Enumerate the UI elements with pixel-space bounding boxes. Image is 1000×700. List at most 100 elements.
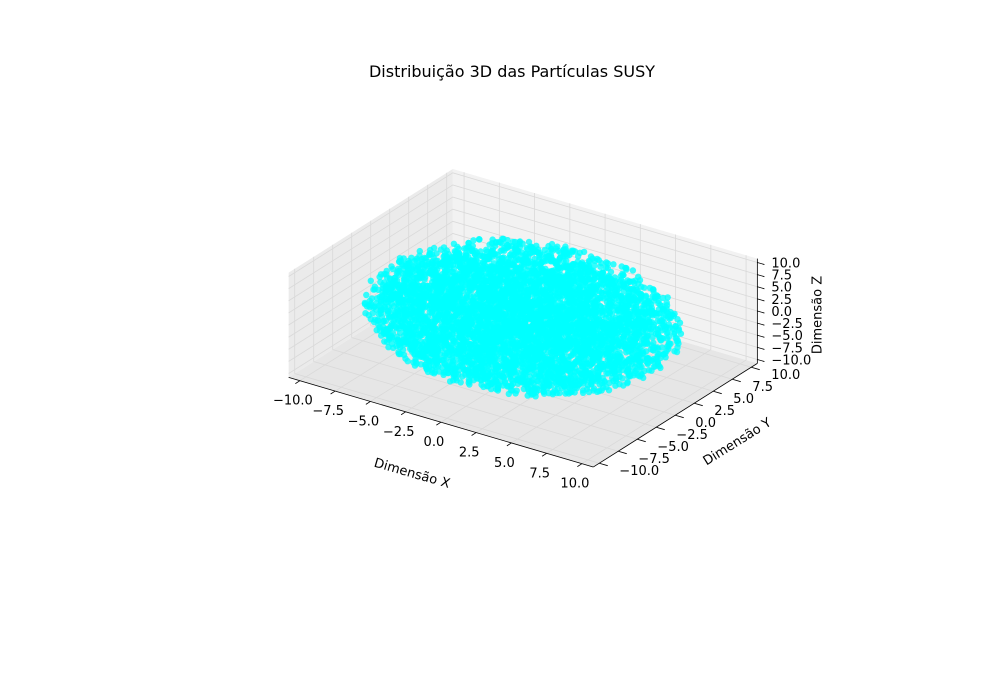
data-point <box>443 272 450 279</box>
data-point <box>467 372 474 379</box>
data-point <box>591 293 599 300</box>
data-point <box>651 293 658 301</box>
data-point <box>569 273 576 280</box>
data-point <box>560 252 567 260</box>
grid-line-z <box>288 184 758 289</box>
data-point <box>556 266 564 274</box>
data-point <box>629 322 636 329</box>
data-point <box>648 307 656 314</box>
data-point <box>461 254 469 262</box>
data-point <box>470 279 477 287</box>
data-point <box>584 329 591 336</box>
data-point <box>410 331 417 338</box>
data-point <box>495 345 502 352</box>
data-point <box>428 293 435 300</box>
data-point <box>449 316 456 323</box>
data-point <box>559 314 566 322</box>
data-point <box>458 299 465 306</box>
data-point <box>503 282 511 290</box>
data-point <box>584 382 592 389</box>
data-point <box>551 345 558 352</box>
data-point <box>634 355 642 363</box>
data-point <box>606 347 613 354</box>
data-point <box>475 264 482 272</box>
data-point <box>481 311 488 318</box>
data-point <box>432 326 440 334</box>
grid-line-x <box>546 244 712 454</box>
data-point <box>514 296 521 303</box>
data-point <box>576 249 584 256</box>
data-point <box>435 357 442 364</box>
data-point <box>433 250 440 257</box>
data-point <box>425 358 432 365</box>
data-point <box>631 307 638 314</box>
data-point <box>649 346 657 354</box>
data-point <box>552 355 559 362</box>
data-point <box>637 370 645 377</box>
data-point <box>483 300 491 308</box>
data-point <box>433 342 440 349</box>
data-point <box>384 326 391 333</box>
data-point <box>489 293 496 300</box>
data-point <box>587 361 594 369</box>
data-point <box>397 338 405 345</box>
data-point <box>639 347 646 355</box>
data-point <box>591 262 598 269</box>
data-point <box>566 334 573 341</box>
data-point <box>549 278 556 286</box>
data-point <box>487 356 494 363</box>
grid-line-y <box>313 256 619 452</box>
data-point <box>457 379 464 386</box>
data-point <box>565 264 572 272</box>
data-point <box>569 305 576 312</box>
data-point <box>591 270 598 278</box>
data-point <box>455 290 463 297</box>
data-point <box>613 290 620 298</box>
data-point <box>499 255 506 262</box>
data-point <box>497 260 504 268</box>
data-point <box>380 318 387 325</box>
data-point <box>489 310 496 317</box>
data-point <box>400 332 407 340</box>
data-point <box>441 297 448 304</box>
data-point <box>456 261 464 268</box>
data-point <box>557 342 564 349</box>
data-point <box>466 342 474 349</box>
data-point <box>405 326 412 333</box>
data-point <box>400 351 408 359</box>
data-point <box>646 284 654 292</box>
data-point <box>418 308 425 316</box>
data-point <box>564 346 571 353</box>
data-point <box>501 352 508 359</box>
data-point <box>432 268 439 275</box>
data-point <box>521 352 528 360</box>
data-point <box>382 290 389 298</box>
data-point <box>583 356 590 363</box>
data-point <box>648 357 655 364</box>
data-point <box>593 342 600 349</box>
data-point <box>523 295 530 302</box>
data-point <box>597 351 604 358</box>
data-point <box>557 277 564 284</box>
data-point <box>631 370 639 377</box>
data-point <box>376 273 383 281</box>
data-point <box>457 341 464 348</box>
data-point <box>600 341 607 349</box>
data-point <box>418 255 426 263</box>
data-point <box>380 298 387 305</box>
data-point <box>579 267 586 274</box>
data-point <box>490 320 498 327</box>
data-point <box>385 344 392 351</box>
data-point <box>661 326 669 333</box>
data-points <box>361 235 685 400</box>
data-point <box>580 280 587 287</box>
data-point <box>496 372 503 379</box>
data-point <box>671 329 678 336</box>
data-point <box>492 276 500 284</box>
data-point <box>640 341 647 348</box>
data-point <box>489 253 496 260</box>
data-point <box>516 238 523 246</box>
data-point <box>421 274 429 281</box>
data-point <box>537 269 545 276</box>
data-point <box>573 312 580 319</box>
